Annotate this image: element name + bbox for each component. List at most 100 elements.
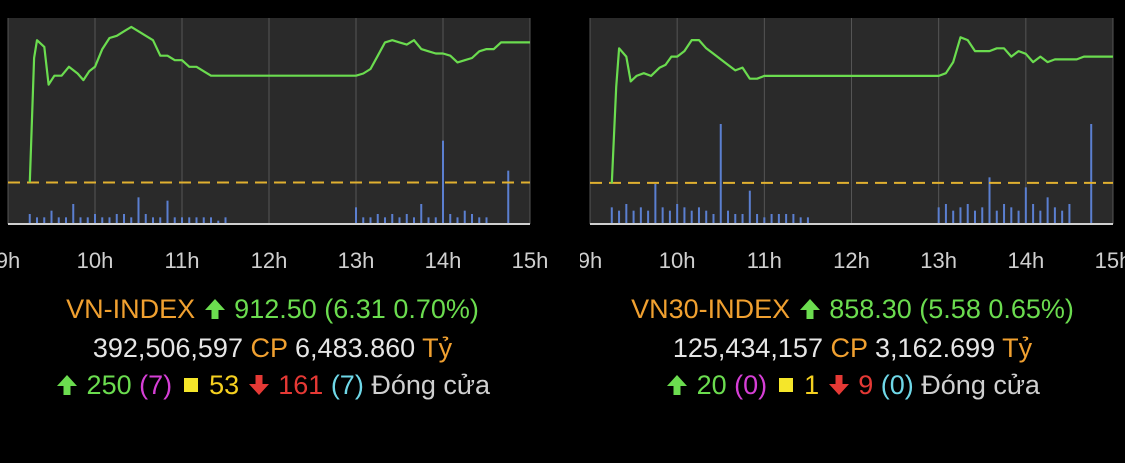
volume-bar: [485, 217, 488, 224]
arrow-down-icon: [248, 375, 269, 395]
volume-bar: [442, 140, 444, 224]
x-tick-label: 11h: [164, 248, 199, 273]
vn-index-chart: 9h 10h 11h 12h 13h 14h 15h: [0, 18, 548, 273]
volume-bar: [166, 200, 169, 224]
volume-bar: [654, 184, 657, 224]
volume-bar: [449, 214, 452, 224]
volume-bar: [72, 204, 75, 224]
market-status: Đóng cửa: [921, 370, 1040, 400]
declines-count: 161: [278, 370, 324, 400]
volume-bar: [799, 217, 802, 224]
index-change: (6.31 0.70%): [324, 294, 479, 324]
unchanged-square-icon: [183, 378, 198, 392]
index-change: (5.58 0.65%): [919, 294, 1074, 324]
volume-bar: [1090, 124, 1093, 224]
volume-bar: [632, 210, 635, 224]
volume-bar: [777, 214, 780, 224]
volume-bar: [719, 124, 722, 224]
volume-bar: [137, 197, 140, 224]
volume-bar: [420, 204, 423, 224]
volume-bar: [159, 217, 162, 224]
x-tick-label: 11h: [747, 248, 782, 273]
volume-bar: [676, 204, 679, 224]
volume-bar: [1024, 187, 1027, 224]
arrow-up-icon: [799, 299, 820, 319]
volume-bar: [65, 217, 67, 224]
volume-bar: [952, 210, 955, 224]
volume-bar: [966, 204, 969, 224]
volume-bar: [391, 214, 394, 224]
volume-bar: [610, 207, 613, 224]
volume-bar: [369, 217, 372, 224]
volume-bar: [785, 214, 788, 224]
trading-value: 3,162.699: [875, 333, 996, 363]
volume-bar: [959, 207, 962, 224]
advances-count: 20: [696, 370, 727, 400]
volume-bar: [937, 207, 940, 224]
volume-bar: [1053, 207, 1056, 224]
volume-bar: [152, 217, 154, 224]
volume-bar: [792, 214, 795, 224]
vn-index-panel: 9h 10h 11h 12h 13h 14h 15h VN-INDEX 912.50 (6.…: [0, 0, 560, 463]
volume-bar: [384, 217, 386, 224]
volume-bar: [471, 214, 473, 224]
volume-bar: [806, 217, 809, 224]
volume-bar: [115, 214, 118, 224]
volume-unit: CP: [250, 333, 288, 363]
volume-unit: CP: [830, 333, 868, 363]
volume-bar: [1010, 207, 1013, 224]
index-line: [28, 25, 530, 183]
volume-bar: [362, 217, 365, 224]
unchanged-count: 53: [209, 370, 240, 400]
volume-bar: [1061, 210, 1064, 224]
unchanged-square-icon: [778, 378, 793, 392]
volume-bar: [108, 217, 111, 224]
x-tick-label: 10h: [659, 248, 696, 273]
volume-bar: [405, 214, 408, 224]
volume-bar: [463, 210, 466, 224]
volume-bar: [988, 177, 991, 224]
volume-bar: [973, 210, 976, 224]
volume-bar: [188, 217, 191, 224]
volume-bar: [647, 210, 650, 224]
volume-bar: [217, 220, 220, 224]
market-breadth-line: 20 (0) 1 9 (0) Đóng cửa: [580, 370, 1125, 401]
volume-bar: [625, 204, 628, 224]
volume-bar: [748, 190, 751, 224]
volume-bar: [763, 217, 766, 224]
trading-volume: 125,434,157: [672, 333, 823, 363]
value-unit: Tỷ: [422, 333, 453, 363]
volume-bar: [173, 217, 176, 224]
arrow-up-icon: [667, 375, 688, 395]
unchanged-count: 1: [804, 370, 820, 400]
x-tick-label: 13h: [920, 248, 957, 273]
volume-bar: [456, 217, 459, 224]
vn30-index-panel: 9h 10h 11h 12h 13h 14h 15h VN30-INDEX 858.30 (…: [580, 0, 1125, 463]
volume-bar: [43, 217, 46, 224]
trading-volume-line: 392,506,597 CP 6,483.860 Tỷ: [0, 333, 545, 364]
volume-bar: [1017, 210, 1020, 224]
market-status: Đóng cửa: [371, 370, 490, 400]
volume-bar: [224, 217, 227, 224]
volume-bar: [434, 217, 437, 224]
volume-bar: [770, 214, 773, 224]
volume-bar: [618, 210, 621, 224]
volume-bar: [123, 214, 125, 224]
index-value: 912.50: [234, 294, 317, 324]
x-tick-label: 9h: [0, 248, 20, 273]
volume-bar: [478, 217, 481, 224]
floor-count: (0): [880, 370, 914, 400]
index-name: VN30-INDEX: [631, 294, 791, 324]
volume-bar: [981, 207, 984, 224]
volume-bar: [1032, 204, 1035, 224]
volume-bar: [195, 217, 198, 224]
volume-bar: [94, 214, 96, 224]
index-headline: VN-INDEX 912.50 (6.31 0.70%): [0, 294, 545, 325]
arrow-up-icon: [204, 299, 225, 319]
x-tick-label: 13h: [338, 248, 375, 273]
volume-bar: [661, 207, 664, 224]
x-tick-label: 10h: [77, 248, 114, 273]
volume-bar: [507, 170, 510, 224]
index-line: [610, 36, 1113, 184]
x-tick-label: 14h: [425, 248, 462, 273]
